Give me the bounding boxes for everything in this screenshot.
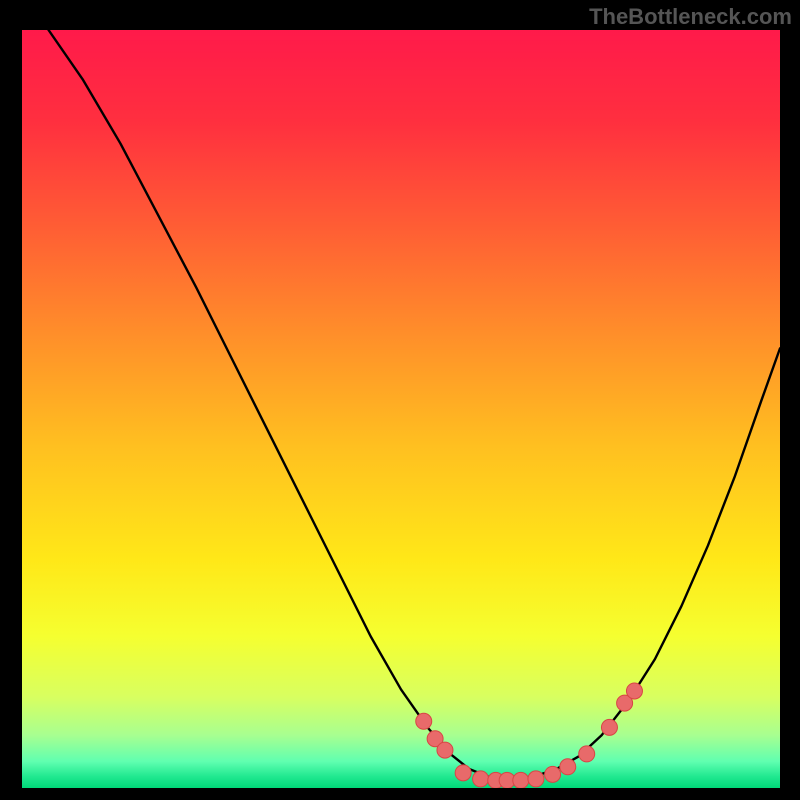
data-marker [601, 719, 617, 735]
plot-area [22, 30, 780, 788]
data-marker [437, 742, 453, 758]
data-marker [455, 765, 471, 781]
data-marker [513, 772, 529, 788]
data-marker [416, 713, 432, 729]
data-marker [626, 683, 642, 699]
gradient-background [22, 30, 780, 788]
data-marker [528, 771, 544, 787]
watermark-text: TheBottleneck.com [589, 4, 792, 30]
data-marker [560, 759, 576, 775]
data-marker [545, 766, 561, 782]
chart-svg [22, 30, 780, 788]
data-marker [579, 746, 595, 762]
data-marker [473, 771, 489, 787]
